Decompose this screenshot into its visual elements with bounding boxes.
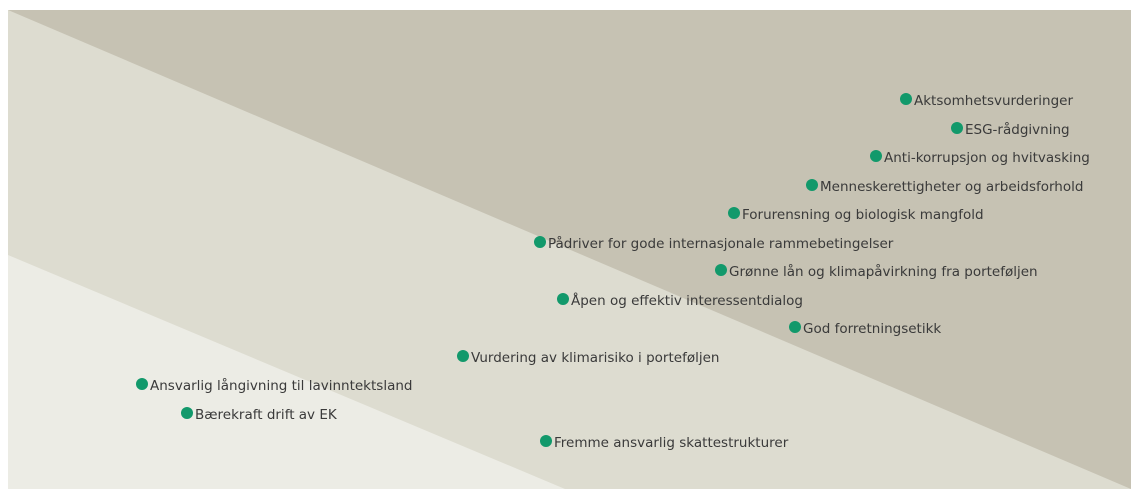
- node-dot: [715, 264, 727, 276]
- node-dot: [557, 293, 569, 305]
- node-dot: [806, 179, 818, 191]
- node-dot: [870, 150, 882, 162]
- node-label: Forurensning og biologisk mangfold: [742, 207, 984, 223]
- node-dot: [534, 236, 546, 248]
- band-dark: [8, 10, 1131, 489]
- node-label: Åpen og effektiv interessentdialog: [571, 292, 803, 309]
- node-label: Fremme ansvarlig skattestrukturer: [554, 435, 789, 451]
- band-light: [8, 255, 565, 489]
- node-dot: [181, 407, 193, 419]
- node-label: Ansvarlig långivning til lavinntektsland: [150, 377, 412, 394]
- node-dot: [540, 435, 552, 447]
- node-label: Anti-korrupsjon og hvitvasking: [884, 150, 1090, 166]
- node-dot: [457, 350, 469, 362]
- node-label: Bærekraft drift av EK: [195, 407, 338, 423]
- node-label: Menneskerettigheter og arbeidsforhold: [820, 179, 1083, 195]
- node-dot: [789, 321, 801, 333]
- node-dot: [136, 378, 148, 390]
- node-label: Vurdering av klimarisiko i porteføljen: [471, 350, 719, 366]
- node-label: God forretningsetikk: [803, 321, 941, 337]
- node-dot: [900, 93, 912, 105]
- node-dot: [728, 207, 740, 219]
- node-label: Aktsomhetsvurderinger: [914, 93, 1073, 109]
- node-label: ESG-rådgivning: [965, 121, 1070, 138]
- node-label: Pådriver for gode internasjonale rammebe…: [548, 235, 894, 252]
- node-label: Grønne lån og klimapåvirkning fra portef…: [729, 263, 1038, 280]
- node-dot: [951, 122, 963, 134]
